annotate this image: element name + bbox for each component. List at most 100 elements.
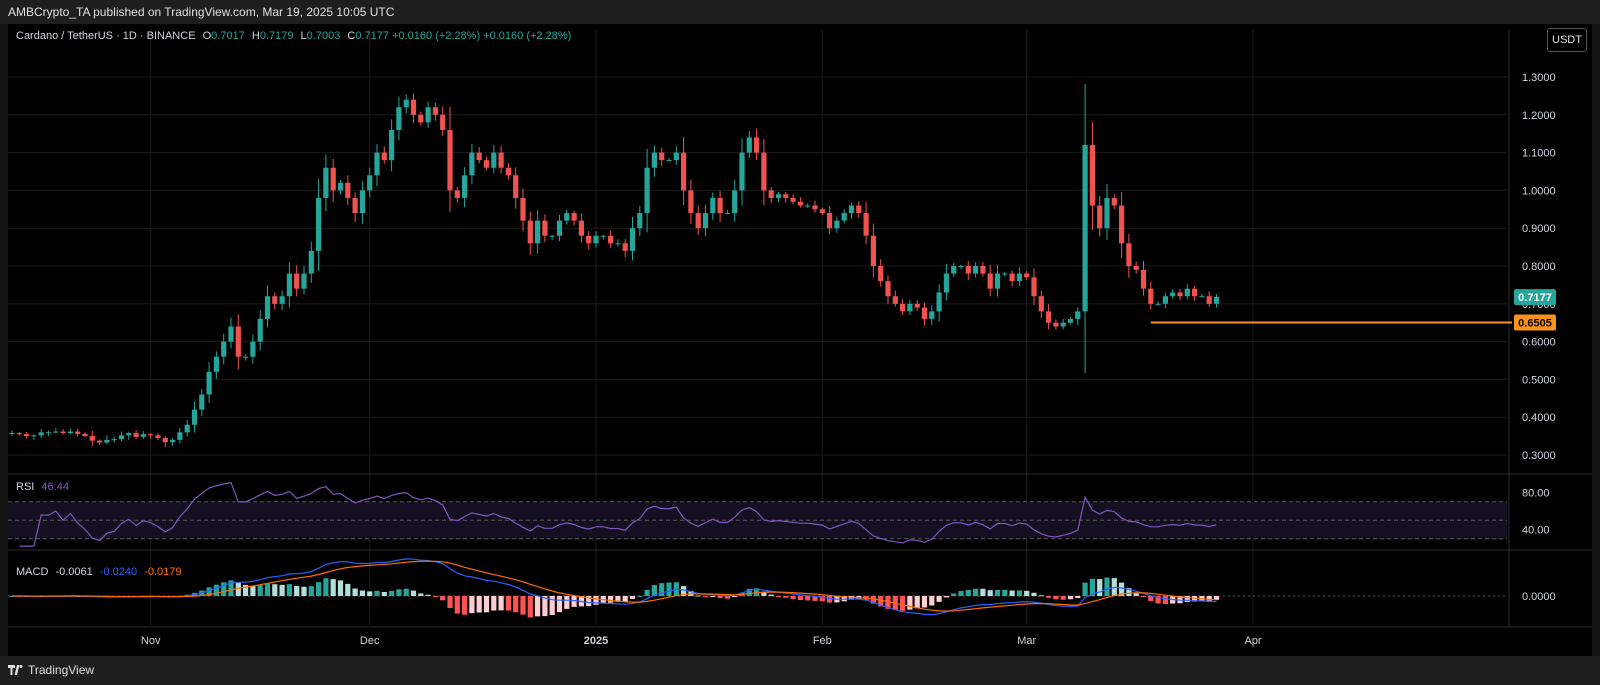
macd-legend[interactable]: MACD -0.0061 -0.0240 -0.0179 — [16, 566, 182, 578]
candle-body — [301, 273, 307, 289]
candle-body — [659, 152, 665, 161]
candle-body — [330, 167, 336, 191]
candle-body — [1075, 311, 1081, 319]
candles: 0.7177 — [9, 83, 1556, 448]
macd-histogram-bar — [812, 596, 818, 601]
macd-histogram-bar — [593, 596, 599, 605]
candle-body — [1104, 197, 1110, 229]
rsi-tick-label: 80.00 — [1522, 488, 1550, 500]
support-label: 0.6505 — [1518, 318, 1552, 330]
candle-body — [542, 220, 548, 236]
candle-body — [929, 311, 935, 319]
candle-body — [308, 250, 314, 274]
candle-body — [578, 220, 584, 236]
price-tick-label: 0.4000 — [1522, 412, 1556, 424]
macd-histogram-bar — [323, 578, 329, 596]
candle-body — [732, 190, 738, 214]
macd-histogram-bar — [381, 591, 387, 596]
candle-body — [462, 175, 468, 198]
macd-histogram-bar — [301, 586, 307, 596]
candle-body — [89, 436, 95, 441]
macd-histogram-bar — [695, 595, 701, 597]
candle-body — [155, 435, 161, 438]
rsi-pane: 80.00 40.00 — [8, 481, 1550, 547]
macd-histogram-bar — [410, 590, 417, 596]
macd-histogram-bar — [783, 596, 789, 598]
macd-histogram-bar — [1104, 577, 1110, 596]
macd-line — [11, 558, 1217, 616]
symbol-legend[interactable]: Cardano / TetherUS · 1D · BINANCE O0.701… — [16, 30, 571, 42]
macd-histogram-bar — [483, 596, 490, 613]
low-label: L — [300, 30, 307, 42]
macd-histogram-bar — [469, 596, 475, 614]
candle-body — [228, 326, 234, 342]
macd-histogram-bar — [549, 596, 555, 616]
candle-body — [827, 213, 833, 229]
candle-body — [1053, 322, 1059, 327]
macd-histogram-bar — [586, 596, 592, 607]
macd-value-3: -0.0179 — [144, 566, 182, 578]
candle-body — [943, 273, 949, 293]
candle-body — [1155, 303, 1161, 305]
candle-body — [746, 137, 752, 153]
candle-body — [38, 432, 44, 436]
candle-body — [673, 152, 679, 161]
candle-body — [980, 266, 986, 274]
candle-body — [564, 213, 570, 221]
rsi-tick-label: 40.00 — [1522, 525, 1550, 537]
candle-body — [571, 213, 577, 221]
candle-body — [264, 296, 271, 319]
candle-body — [527, 220, 533, 244]
candle-body — [1206, 296, 1212, 304]
candle-body — [454, 190, 460, 198]
macd-pane: 0.0000 — [8, 558, 1556, 618]
candle-body — [60, 431, 66, 434]
macd-histogram-bar — [352, 588, 358, 596]
candle-body — [513, 175, 519, 198]
candle-body — [1097, 205, 1103, 229]
rsi-legend[interactable]: RSI 46.44 — [16, 481, 69, 493]
candle-body — [170, 439, 176, 443]
support-line: 0.6505 — [1150, 314, 1556, 331]
candle-body — [447, 129, 453, 191]
candle-body — [31, 435, 37, 437]
macd-histogram-bar — [462, 596, 468, 615]
candle-body — [440, 114, 446, 130]
candle-body — [681, 152, 687, 191]
macd-histogram-bar — [805, 596, 811, 601]
macd-histogram-bar — [440, 596, 446, 601]
candle-body — [775, 194, 782, 198]
candle-body — [856, 205, 862, 214]
macd-histogram-bar — [571, 596, 577, 607]
candle-body — [199, 394, 205, 410]
macd-histogram-bar — [286, 584, 292, 596]
macd-histogram-bar — [542, 596, 548, 617]
candle-body — [622, 243, 628, 251]
candle-body — [367, 175, 373, 191]
macd-histogram-bar — [1060, 596, 1066, 600]
candle-body — [491, 152, 497, 168]
candle-body — [797, 201, 803, 206]
candle-body — [323, 167, 329, 198]
candle-body — [418, 114, 424, 123]
candle-body — [878, 266, 884, 282]
macd-label: MACD — [16, 566, 49, 578]
macd-histogram-bar — [1148, 596, 1154, 602]
price-axis: 1.30001.20001.10001.00000.90000.80000.70… — [1522, 72, 1556, 462]
macd-histogram-bar — [681, 586, 687, 596]
candle-body — [104, 439, 110, 443]
candle-body — [286, 273, 292, 297]
price-tick-label: 1.3000 — [1522, 72, 1556, 84]
candle-body — [848, 205, 855, 214]
candle-body — [257, 318, 263, 342]
macd-histogram-bar — [1155, 596, 1161, 604]
candle-body — [754, 137, 760, 153]
candle-body — [768, 190, 774, 198]
price-tick-label: 0.8000 — [1522, 261, 1556, 273]
chart-frame[interactable] — [8, 24, 1592, 656]
candle-body — [637, 213, 643, 229]
candle-body — [1046, 311, 1052, 323]
macd-histogram-bar — [250, 585, 256, 596]
currency-button[interactable]: USDT — [1547, 28, 1587, 52]
